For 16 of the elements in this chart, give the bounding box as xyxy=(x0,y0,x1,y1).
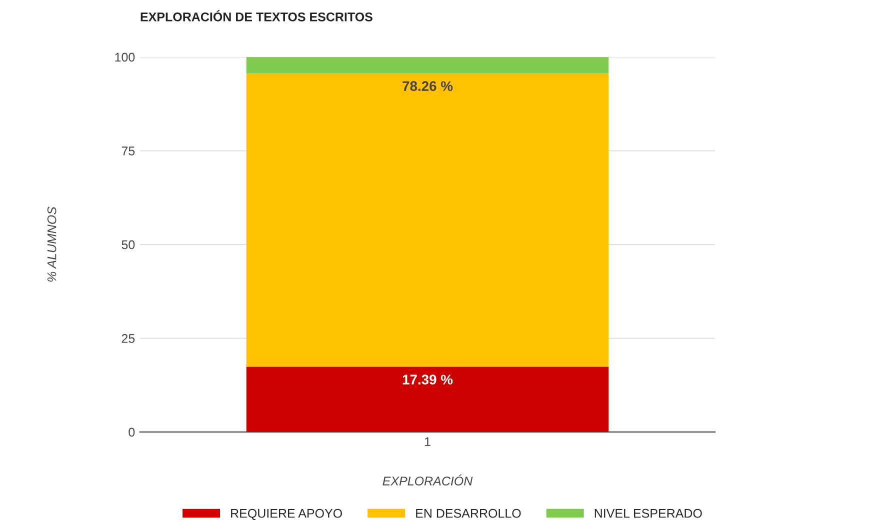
y-axis-title: % ALUMNOS xyxy=(47,206,56,282)
y-tick-label: 100 xyxy=(115,52,135,62)
y-tick-label: 0 xyxy=(128,428,135,437)
x-axis-title: EXPLORACIÓN xyxy=(382,474,473,486)
bar xyxy=(246,57,609,74)
x-tick-label: 1 xyxy=(424,437,430,446)
data-label: 17.39 % xyxy=(402,374,453,385)
chart-title: EXPLORACIÓN DE TEXTOS ESCRITOS xyxy=(140,10,372,22)
y-tick-label: 25 xyxy=(122,334,135,343)
y-tick-label: 75 xyxy=(122,146,135,156)
data-label: 78.26 % xyxy=(402,81,453,92)
legend-label: EN DESARROLLO xyxy=(416,508,521,518)
bar xyxy=(246,366,609,432)
legend-label: REQUIERE APOYO xyxy=(231,508,342,520)
legend-label: NIVEL ESPERADO xyxy=(594,508,702,518)
y-tick-label: 50 xyxy=(122,240,135,250)
